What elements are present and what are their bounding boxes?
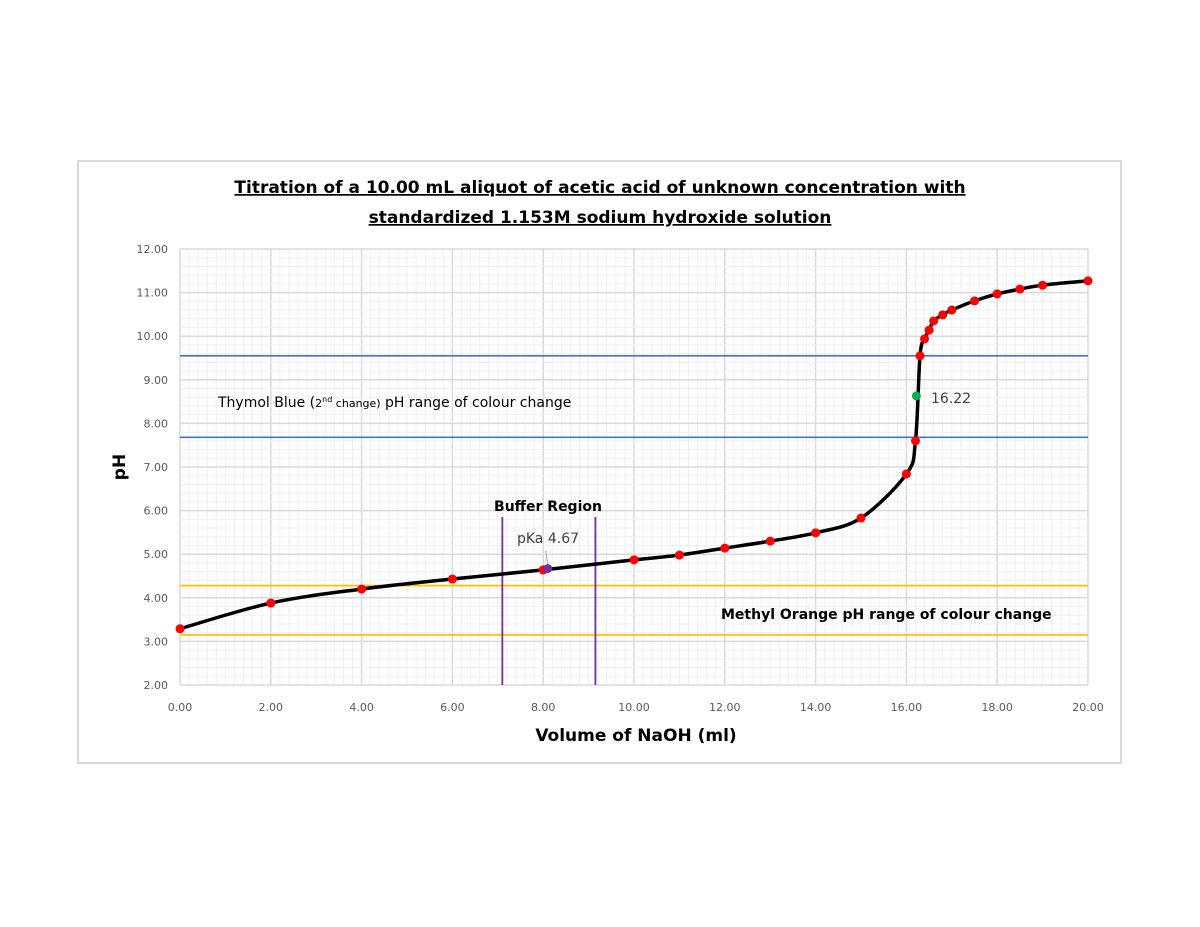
y-tick-label: 12.00	[137, 243, 169, 256]
y-tick-label: 10.00	[137, 330, 169, 343]
data-point	[856, 513, 866, 523]
chart-frame	[77, 160, 1122, 764]
x-tick-label: 6.00	[440, 701, 465, 714]
data-point	[357, 584, 367, 594]
equivalence-label: 16.22	[931, 391, 971, 407]
x-tick-label: 16.00	[891, 701, 923, 714]
x-tick-label: 18.00	[981, 701, 1013, 714]
data-point	[901, 469, 911, 479]
data-point	[938, 310, 948, 320]
pka-label: pKa 4.67	[517, 531, 579, 547]
y-tick-label: 7.00	[144, 461, 169, 474]
data-point	[1038, 280, 1048, 290]
data-point	[910, 436, 920, 446]
tick-labels: 0.00 2.00 4.00 6.00 8.00 10.00 12.00 14.00 16.00…	[137, 243, 1104, 714]
buffer-region-label: Buffer Region	[494, 499, 602, 515]
x-tick-label: 0.00	[168, 701, 193, 714]
data-point	[765, 536, 775, 546]
data-point	[929, 316, 939, 326]
data-point	[674, 550, 684, 560]
y-tick-label: 11.00	[137, 287, 169, 300]
data-point	[992, 289, 1002, 299]
pka-point	[543, 564, 553, 574]
y-tick-label: 6.00	[144, 505, 169, 518]
data-point	[970, 296, 979, 306]
data-point	[1083, 276, 1093, 286]
data-point	[720, 543, 730, 553]
grid	[179, 248, 1089, 686]
thymol-blue-label: Thymol Blue (2nd change) pH range of col…	[217, 395, 571, 411]
data-point	[920, 334, 930, 344]
data-point	[915, 351, 925, 361]
y-tick-label: 4.00	[144, 592, 169, 605]
y-tick-label: 8.00	[144, 417, 169, 430]
x-tick-label: 10.00	[618, 701, 650, 714]
data-point	[924, 325, 934, 335]
data-point	[811, 528, 821, 538]
data-point	[1015, 284, 1025, 294]
chart-title-line2: standardized 1.153M sodium hydroxide sol…	[369, 208, 832, 228]
x-axis-label: Volume of NaOH (ml)	[535, 726, 736, 746]
x-tick-label: 8.00	[531, 701, 556, 714]
data-point	[266, 598, 276, 608]
x-tick-label: 14.00	[800, 701, 832, 714]
y-tick-label: 3.00	[144, 635, 169, 648]
y-tick-label: 5.00	[144, 548, 169, 561]
y-tick-label: 9.00	[144, 374, 169, 387]
y-tick-label: 2.00	[144, 679, 169, 692]
x-tick-label: 20.00	[1072, 701, 1104, 714]
data-point	[447, 574, 457, 584]
data-point	[947, 305, 957, 315]
series	[175, 276, 1093, 634]
x-tick-label: 2.00	[259, 701, 284, 714]
chart-title-line1: Titration of a 10.00 mL aliquot of aceti…	[234, 178, 965, 198]
reference-lines	[180, 355, 1088, 685]
equivalence-point	[911, 391, 921, 401]
y-axis-label: pH	[110, 454, 130, 480]
x-tick-label: 12.00	[709, 701, 741, 714]
methyl-orange-label: Methyl Orange pH range of colour change	[721, 607, 1052, 623]
data-point	[175, 624, 185, 634]
pka-leader-line	[545, 550, 549, 566]
data-point	[629, 555, 639, 565]
x-tick-label: 4.00	[349, 701, 374, 714]
